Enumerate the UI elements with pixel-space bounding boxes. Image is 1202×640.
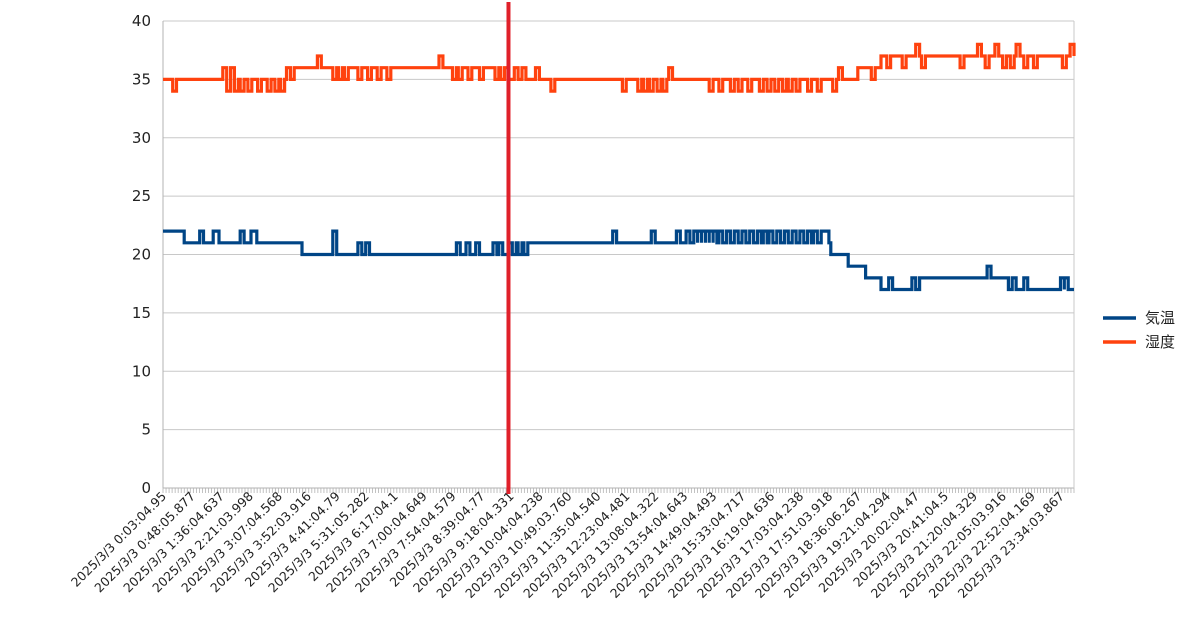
legend-label: 気温 [1145,309,1175,327]
y-tick-label: 30 [132,129,151,147]
y-tick-label: 10 [132,362,151,380]
y-tick-label: 25 [132,187,151,205]
y-tick-label: 15 [132,304,151,322]
y-tick-label: 40 [132,12,151,30]
y-tick-label: 20 [132,246,151,264]
grid-layer [162,20,1075,489]
legend-label: 湿度 [1145,333,1175,351]
series-line-湿度 [163,42,1076,93]
series-line-気温 [163,229,1074,292]
x-axis-ticks [162,488,1075,493]
y-tick-label: 35 [132,70,151,88]
y-tick-label: 5 [141,421,151,439]
y-tick-label: 0 [141,479,151,497]
y-axis: 0 5 10 15 20 25 30 35 40 [132,12,151,497]
series-layer [163,42,1076,292]
